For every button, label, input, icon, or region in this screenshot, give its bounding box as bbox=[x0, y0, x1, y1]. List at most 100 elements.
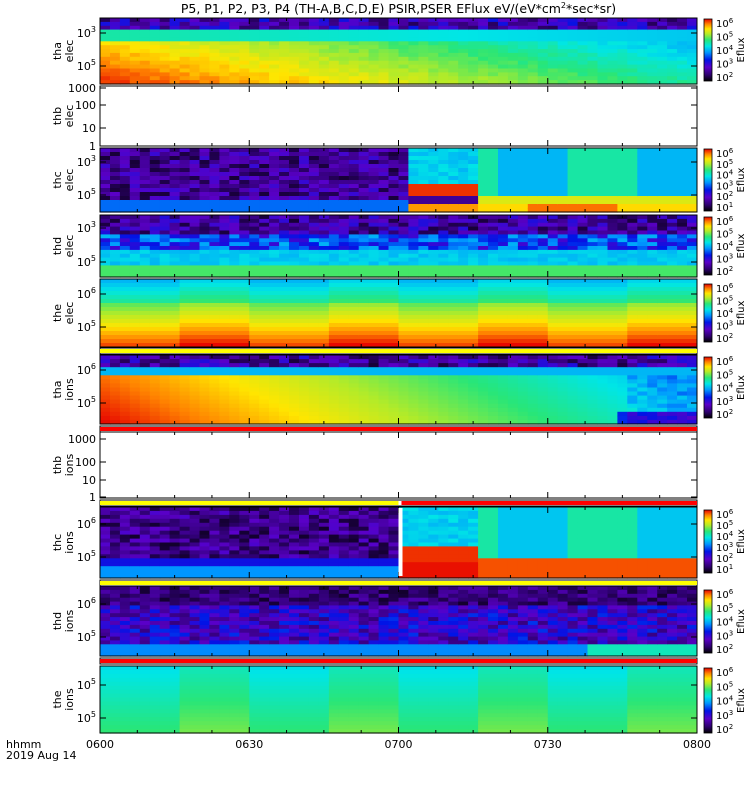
ytick-label: 100 bbox=[75, 99, 96, 112]
colorbar bbox=[703, 509, 713, 574]
xtick-label: 0600 bbox=[86, 738, 114, 751]
ylabel-probe: thb bbox=[51, 107, 64, 125]
title-text: P5, P1, P2, P3, P4 (TH-A,B,C,D,E) PSIR,P… bbox=[180, 1, 561, 17]
colorbar bbox=[703, 356, 713, 419]
colorbar-tick: 104 bbox=[716, 307, 734, 320]
panel-thb-elec: 1000 100 10 1 thb elec bbox=[51, 82, 698, 153]
xtick-label: 0700 bbox=[385, 738, 413, 751]
ytick-label: 103 bbox=[77, 154, 96, 169]
colorbar-tick: 101 bbox=[716, 563, 733, 576]
colorbar-label: Eflux bbox=[736, 375, 747, 400]
ylabel-species: elec bbox=[63, 105, 76, 128]
colorbar-tick: 102 bbox=[716, 71, 733, 84]
colorbar bbox=[703, 148, 713, 212]
ytick-label: 100 bbox=[75, 456, 96, 469]
colorbar-tick: 102 bbox=[716, 723, 733, 736]
panel-frame bbox=[99, 431, 698, 499]
ylabel-probe: the bbox=[51, 690, 64, 708]
colorbar bbox=[703, 18, 713, 82]
ytick-label: 105 bbox=[77, 677, 96, 692]
colorbar-tick: 106 bbox=[716, 355, 734, 368]
colorbar-tick: 104 bbox=[716, 616, 734, 629]
colorbar-tick: 105 bbox=[716, 368, 733, 381]
data-coverage-bar bbox=[99, 499, 698, 507]
ytick-label: 103 bbox=[77, 220, 96, 235]
ytick-label: 106 bbox=[77, 286, 96, 301]
colorbar-tick: 102 bbox=[716, 643, 733, 656]
ylabel-species: elec bbox=[63, 302, 76, 325]
xtick-label: 0800 bbox=[683, 738, 711, 751]
ylabel-species: ions bbox=[63, 609, 76, 632]
ylabel-species: ions bbox=[63, 453, 76, 476]
ylabel-probe: tha bbox=[51, 380, 64, 398]
xtick-label: 0730 bbox=[534, 738, 562, 751]
colorbar-label: Eflux bbox=[736, 300, 747, 325]
ytick-label: 105 bbox=[77, 629, 96, 644]
colorbar-tick: 105 bbox=[716, 295, 733, 308]
data-coverage-bar bbox=[99, 425, 698, 433]
panel-thb-ions: 1000 100 10 1 thb ions bbox=[51, 431, 698, 504]
title-sup: 2 bbox=[560, 1, 567, 10]
ytick-label: 105 bbox=[77, 549, 96, 564]
ylabel-species: ions bbox=[63, 531, 76, 554]
ylabel-probe: thc bbox=[51, 171, 64, 188]
colorbar-label: Eflux bbox=[736, 167, 747, 192]
colorbar-tick: 105 bbox=[716, 602, 733, 615]
colorbar-label: Eflux bbox=[736, 529, 747, 554]
xtick-label: 0630 bbox=[235, 738, 263, 751]
ylabel-probe: tha bbox=[51, 42, 64, 60]
data-coverage-bar bbox=[99, 347, 698, 355]
ytick-label: 1000 bbox=[68, 82, 96, 95]
ylabel-species: elec bbox=[63, 40, 76, 63]
plot-title: P5, P1, P2, P3, P4 (TH-A,B,C,D,E) PSIR,P… bbox=[100, 1, 697, 16]
colorbar-tick: 103 bbox=[716, 320, 733, 333]
colorbar-tick: 104 bbox=[716, 240, 734, 253]
data-coverage-bar bbox=[99, 579, 698, 587]
colorbar-tick: 102 bbox=[716, 332, 733, 345]
ytick-label: 106 bbox=[77, 362, 96, 377]
colorbar bbox=[703, 216, 713, 276]
colorbar-tick: 105 bbox=[716, 228, 733, 241]
colorbar bbox=[703, 667, 713, 734]
ytick-label: 106 bbox=[77, 516, 96, 531]
colorbar-tick: 103 bbox=[716, 395, 733, 408]
ylabel-probe: thd bbox=[51, 237, 64, 255]
title-end: *sec*sr) bbox=[566, 1, 617, 17]
ytick-label: 105 bbox=[77, 319, 96, 334]
ylabel-probe: thb bbox=[51, 456, 64, 474]
ytick-label: 10 bbox=[82, 474, 96, 487]
colorbar bbox=[703, 283, 713, 343]
colorbar-tick: 102 bbox=[716, 265, 733, 278]
ylabel-species: elec bbox=[63, 169, 76, 192]
panel-frame bbox=[99, 85, 698, 147]
colorbar-tick: 103 bbox=[716, 58, 733, 71]
colorbar-tick: 101 bbox=[716, 201, 733, 214]
ylabel-species: ions bbox=[63, 378, 76, 401]
ytick-label: 105 bbox=[77, 58, 96, 73]
colorbar-tick: 104 bbox=[716, 382, 734, 395]
colorbar-tick: 103 bbox=[716, 629, 733, 642]
time-units-label: hhmm bbox=[6, 738, 42, 751]
ytick-label: 1 bbox=[89, 491, 96, 504]
ytick-label: 10 bbox=[82, 122, 96, 135]
colorbar-tick: 106 bbox=[716, 666, 734, 679]
ytick-label: 1000 bbox=[68, 433, 96, 446]
colorbar-tick: 105 bbox=[716, 680, 733, 693]
ytick-label: 105 bbox=[77, 710, 96, 725]
colorbar-tick: 104 bbox=[716, 44, 734, 57]
ytick-label: 1 bbox=[89, 140, 96, 153]
colorbar-tick: 106 bbox=[716, 588, 734, 601]
ytick-label: 106 bbox=[77, 596, 96, 611]
colorbar-tick: 106 bbox=[716, 215, 734, 228]
colorbar-tick: 103 bbox=[716, 709, 733, 722]
